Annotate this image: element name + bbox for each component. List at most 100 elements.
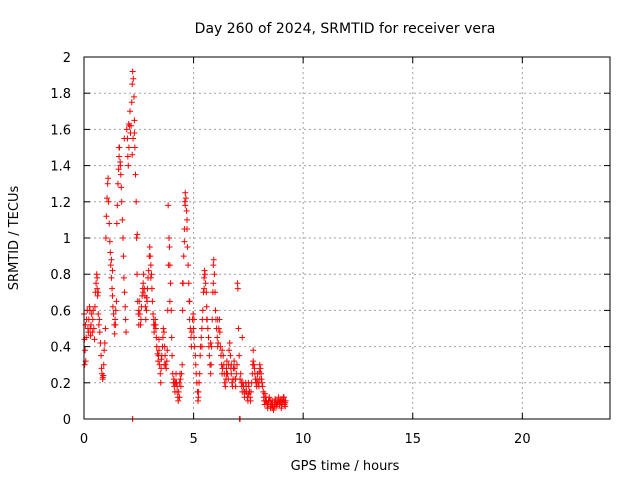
data-point — [198, 325, 205, 332]
data-point — [214, 334, 221, 341]
data-point — [182, 202, 189, 209]
data-point — [147, 262, 154, 269]
data-point — [150, 311, 157, 318]
data-point — [196, 379, 203, 386]
data-point — [191, 343, 198, 350]
data-point — [199, 307, 206, 314]
data-point — [115, 166, 122, 173]
chart-title: Day 260 of 2024, SRMTID for receiver ver… — [195, 21, 496, 37]
data-point — [150, 316, 157, 323]
data-point — [168, 334, 175, 341]
data-point — [222, 383, 229, 390]
data-point — [201, 274, 208, 281]
data-point — [143, 294, 150, 301]
data-point — [239, 334, 246, 341]
data-point — [116, 144, 123, 151]
data-point — [176, 394, 183, 401]
data-point — [155, 358, 162, 365]
data-point — [217, 343, 224, 350]
data-point — [163, 365, 170, 372]
y-tick-label: 1 — [63, 232, 71, 247]
data-point — [95, 311, 102, 318]
data-point — [93, 280, 100, 287]
data-point — [114, 202, 121, 209]
data-point — [122, 303, 129, 310]
data-point — [131, 117, 138, 124]
data-point — [163, 358, 170, 365]
data-point — [101, 339, 108, 346]
data-point — [95, 289, 102, 296]
data-point — [215, 339, 222, 346]
data-point — [121, 289, 128, 296]
data-point — [221, 379, 228, 386]
data-point — [147, 253, 154, 260]
data-point — [125, 144, 132, 151]
y-tick-label: 2 — [63, 51, 71, 66]
data-point — [146, 244, 153, 251]
data-point — [203, 303, 210, 310]
data-point — [112, 316, 119, 323]
data-point — [111, 330, 118, 337]
data-point — [112, 321, 119, 328]
data-point — [245, 379, 252, 386]
data-point — [133, 235, 140, 241]
data-point — [228, 379, 235, 386]
data-point — [130, 93, 137, 100]
y-tick-label: 1.8 — [50, 87, 71, 102]
data-point — [134, 231, 141, 238]
data-point — [91, 303, 98, 310]
data-point — [128, 99, 135, 106]
y-tick-label: 0 — [63, 413, 71, 428]
data-point — [201, 271, 208, 278]
data-point — [116, 153, 123, 160]
data-point — [191, 334, 198, 341]
data-point — [96, 316, 103, 323]
data-point — [149, 298, 156, 305]
data-point — [181, 238, 188, 245]
data-point — [123, 126, 130, 133]
data-point — [109, 285, 116, 292]
data-point — [182, 195, 189, 202]
data-point — [184, 225, 191, 232]
data-point — [259, 383, 266, 390]
data-point — [129, 81, 136, 88]
data-point — [278, 405, 285, 412]
data-point — [237, 370, 244, 377]
data-point — [151, 329, 158, 336]
data-point — [121, 135, 128, 142]
data-point — [120, 253, 127, 260]
data-point — [247, 397, 254, 404]
data-point — [105, 175, 112, 182]
data-point — [228, 361, 235, 368]
data-point — [94, 292, 101, 299]
data-point — [178, 370, 185, 377]
data-point — [234, 285, 241, 292]
y-tick-label: 0.4 — [50, 341, 71, 356]
data-point — [117, 162, 124, 169]
data-point — [235, 325, 242, 332]
data-point — [208, 361, 215, 368]
data-point — [94, 274, 101, 281]
x-tick-labels: 0 5 10 15 20 — [80, 432, 531, 447]
data-point — [82, 347, 89, 354]
data-point — [135, 321, 142, 328]
data-point — [119, 216, 126, 223]
data-point — [108, 256, 115, 263]
data-point — [106, 238, 113, 245]
data-point — [256, 361, 263, 368]
data-point — [226, 347, 233, 354]
data-point — [124, 153, 131, 160]
data-point — [220, 352, 227, 359]
data-point — [195, 394, 202, 401]
data-point — [212, 307, 219, 314]
data-point — [207, 370, 214, 377]
data-point — [198, 334, 205, 341]
data-point — [256, 376, 263, 383]
data-point — [94, 285, 101, 292]
data-point — [231, 358, 238, 365]
data-point — [198, 343, 205, 350]
data-point — [107, 249, 114, 256]
data-point — [168, 307, 175, 314]
data-point — [282, 403, 289, 410]
data-point — [132, 171, 139, 178]
